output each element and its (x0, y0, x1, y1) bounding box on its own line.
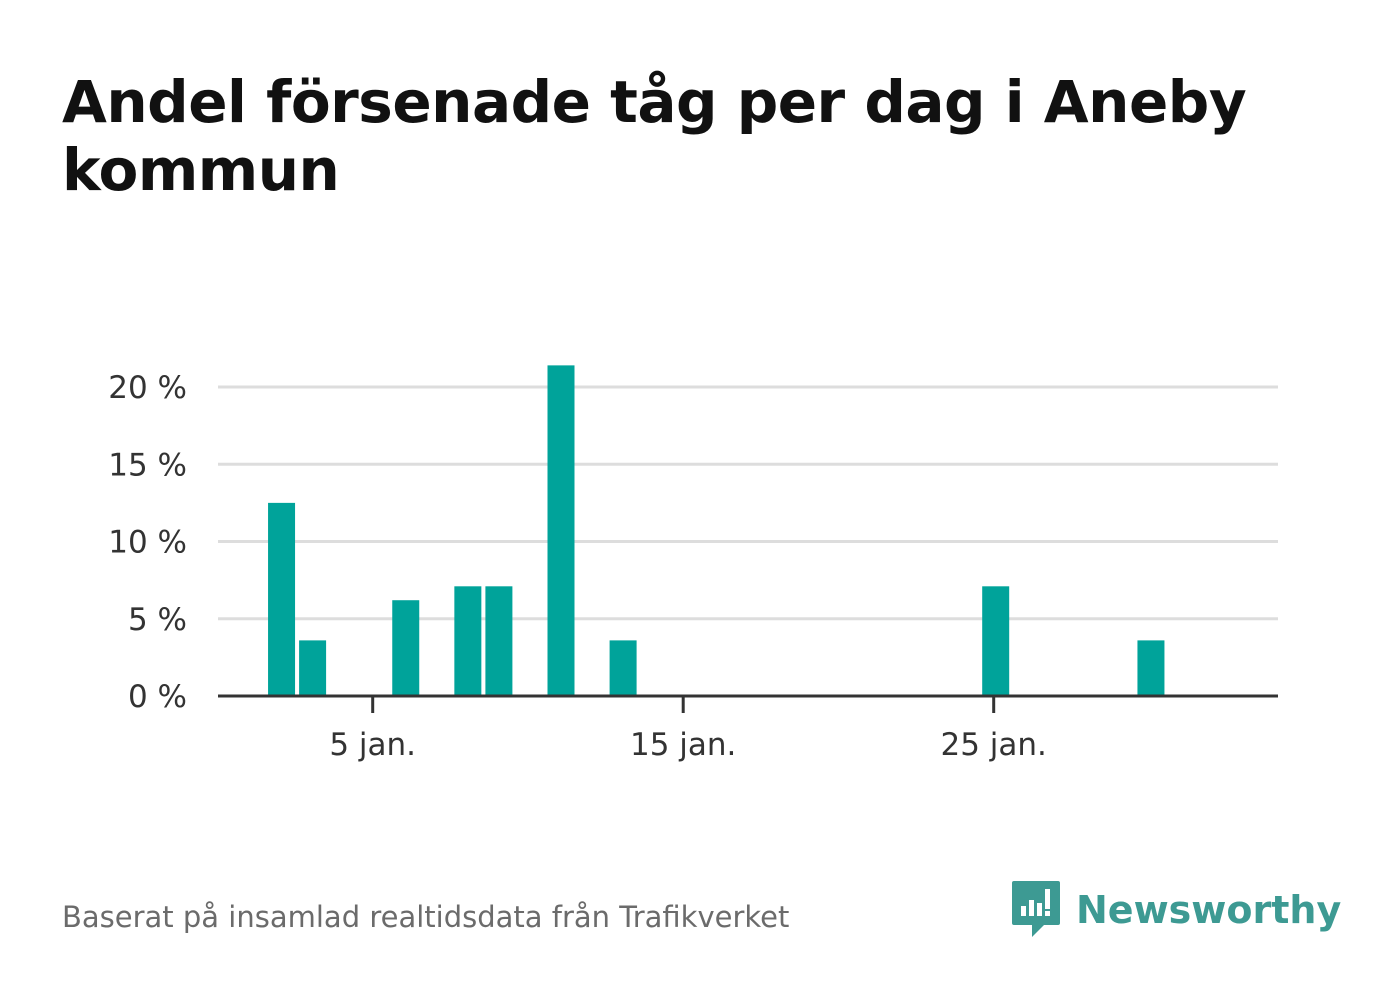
y-axis-ticks: 0 % 5 % 10 % 15 % 20 % (108, 370, 187, 715)
source-note: Baserat på insamlad realtidsdata från Tr… (62, 900, 790, 934)
bar (1137, 640, 1165, 696)
y-tick-label: 5 % (128, 602, 187, 638)
y-tick-label: 15 % (108, 447, 187, 483)
brand-logo: Newsworthy (1010, 878, 1341, 942)
grid-lines (218, 385, 1278, 621)
x-tick-label: 5 jan. (329, 727, 416, 763)
bar (299, 640, 327, 696)
bar (485, 586, 513, 696)
x-axis-ticks: 5 jan. 15 jan. 25 jan. (329, 696, 1047, 763)
x-tick-label: 15 jan. (630, 727, 736, 763)
bar-chart: 0 % 5 % 10 % 15 % 20 % 5 jan. 15 jan. 25 jan. (108, 365, 1278, 763)
y-tick-label: 10 % (108, 525, 187, 561)
newsworthy-logo-icon (1012, 881, 1060, 937)
y-tick-label: 0 % (128, 679, 187, 715)
chart-title: Andel försenade tåg per dag i Aneby komm… (62, 68, 1247, 204)
bar (454, 586, 482, 696)
bar (392, 600, 420, 696)
bar (547, 365, 575, 696)
bar (268, 502, 296, 696)
bars (268, 365, 1165, 696)
brand-name: Newsworthy (1076, 888, 1342, 932)
bar (609, 640, 637, 696)
y-tick-label: 20 % (108, 370, 187, 406)
bar (982, 586, 1010, 696)
x-tick-label: 25 jan. (940, 727, 1046, 763)
